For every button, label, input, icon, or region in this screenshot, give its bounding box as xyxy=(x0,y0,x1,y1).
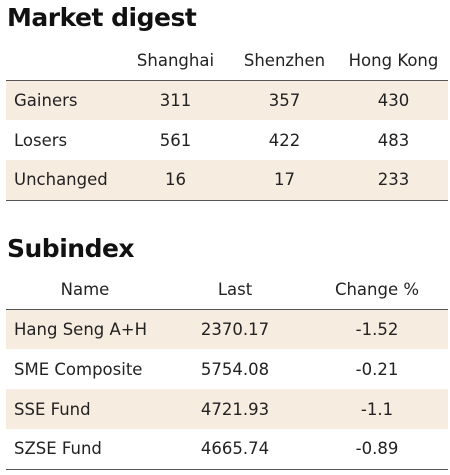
table-row: SSE Fund 4721.93 -1.1 xyxy=(6,389,448,429)
column-header-last: Last xyxy=(164,271,306,310)
cell-last: 4665.74 xyxy=(164,429,306,470)
subindex-title: Subindex xyxy=(7,234,135,263)
cell-value: 233 xyxy=(339,160,448,201)
row-label: Unchanged xyxy=(6,160,121,201)
header-blank xyxy=(6,42,121,81)
row-label: SSE Fund xyxy=(6,389,164,429)
cell-value: 357 xyxy=(230,80,339,120)
cell-value: 483 xyxy=(377,130,410,150)
cell-last: 2370.17 xyxy=(164,309,306,349)
column-header-shanghai: Shanghai xyxy=(121,42,230,81)
subindex-table: Name Last Change % Hang Seng A+H 2370.17… xyxy=(6,271,448,470)
table-row-losers: Losers 561 422 483 xyxy=(6,120,448,160)
row-label: SME Composite xyxy=(14,359,143,379)
row-label: SZSE Fund xyxy=(6,429,164,470)
table-row-unchanged: Unchanged 16 17 233 xyxy=(6,160,448,201)
cell-last: 4721.93 xyxy=(164,389,306,429)
row-label: Gainers xyxy=(6,80,121,120)
cell-change: -0.89 xyxy=(306,429,448,470)
market-digest-title: Market digest xyxy=(7,3,197,32)
column-header-shenzhen: Shenzhen xyxy=(230,42,339,81)
table-row: SZSE Fund 4665.74 -0.89 xyxy=(6,429,448,470)
column-header-hong-kong: Hong Kong xyxy=(339,42,448,81)
cell-value: 422 xyxy=(268,130,301,150)
subindex-header-row: Name Last Change % xyxy=(6,271,448,310)
cell-change: -0.21 xyxy=(355,359,399,379)
cell-value: 430 xyxy=(339,80,448,120)
cell-value: 311 xyxy=(121,80,230,120)
market-digest-table: Shanghai Shenzhen Hong Kong Gainers 311 … xyxy=(6,42,448,201)
cell-last: 5754.08 xyxy=(200,359,270,379)
cell-value: 16 xyxy=(121,160,230,201)
row-label: Hang Seng A+H xyxy=(6,309,164,349)
market-digest-header-row: Shanghai Shenzhen Hong Kong xyxy=(6,42,448,81)
cell-value: 561 xyxy=(159,130,192,150)
cell-change: -1.52 xyxy=(306,309,448,349)
column-header-change: Change % xyxy=(306,271,448,310)
table-row-gainers: Gainers 311 357 430 xyxy=(6,80,448,120)
cell-value: 17 xyxy=(230,160,339,201)
table-row: Hang Seng A+H 2370.17 -1.52 xyxy=(6,309,448,349)
table-row: SME Composite 5754.08 -0.21 xyxy=(6,349,448,389)
cell-change: -1.1 xyxy=(306,389,448,429)
row-label: Losers xyxy=(14,130,68,150)
column-header-name: Name xyxy=(6,271,164,310)
